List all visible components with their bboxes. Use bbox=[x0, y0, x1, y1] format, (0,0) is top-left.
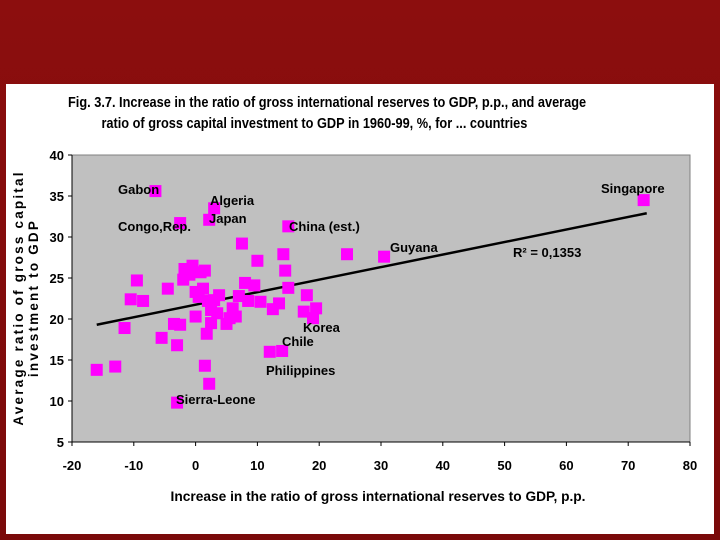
y-tick-label: 15 bbox=[50, 353, 64, 368]
y-tick-label: 20 bbox=[50, 312, 64, 327]
data-point bbox=[130, 274, 143, 287]
data-point bbox=[183, 268, 196, 281]
y-axis-label-line-2: investment to GDP bbox=[26, 219, 41, 377]
y-tick-label: 30 bbox=[50, 230, 64, 245]
x-tick-label: 10 bbox=[250, 458, 264, 473]
data-point bbox=[211, 307, 224, 320]
r-squared-label: R² = 0,1353 bbox=[513, 245, 581, 260]
x-tick-label: 60 bbox=[559, 458, 573, 473]
data-point bbox=[232, 290, 245, 303]
data-point bbox=[242, 294, 255, 307]
data-point bbox=[171, 396, 184, 409]
data-point bbox=[300, 289, 313, 302]
data-point bbox=[282, 220, 295, 233]
label-japan: Japan bbox=[209, 211, 247, 226]
x-tick-label: 80 bbox=[683, 458, 697, 473]
label-singapore: Singapore bbox=[601, 181, 665, 196]
y-tick-label: 35 bbox=[50, 189, 64, 204]
y-tick-label: 5 bbox=[57, 435, 64, 450]
label-korea: Korea bbox=[303, 320, 341, 335]
data-point bbox=[279, 264, 292, 277]
x-tick-label: -10 bbox=[124, 458, 143, 473]
x-tick-label: 30 bbox=[374, 458, 388, 473]
label-chile: Chile bbox=[282, 334, 314, 349]
data-point bbox=[90, 363, 103, 376]
x-tick-label: 20 bbox=[312, 458, 326, 473]
x-tick-label: -20 bbox=[63, 458, 82, 473]
data-point bbox=[124, 293, 137, 306]
data-point bbox=[171, 339, 184, 352]
data-points bbox=[90, 185, 650, 409]
figure-title-line-2: ratio of gross capital investment to GDP… bbox=[101, 116, 528, 132]
data-point bbox=[155, 331, 168, 344]
data-point bbox=[277, 248, 290, 261]
label-sierra-leone: Sierra-Leone bbox=[176, 392, 255, 407]
data-point bbox=[208, 202, 221, 215]
data-point bbox=[307, 312, 320, 325]
figure-title: Fig. 3.7. Increase in the ratio of gross… bbox=[68, 93, 587, 135]
data-point bbox=[137, 294, 150, 307]
x-tick-label: 70 bbox=[621, 458, 635, 473]
x-tick-label: 50 bbox=[497, 458, 511, 473]
data-point bbox=[189, 310, 202, 323]
data-point bbox=[263, 345, 276, 358]
label-china: China (est.) bbox=[289, 219, 360, 234]
data-point bbox=[205, 317, 218, 330]
data-point bbox=[198, 359, 211, 372]
label-algeria: Algeria bbox=[210, 193, 255, 208]
plot-area bbox=[71, 154, 691, 443]
y-tick-label: 25 bbox=[50, 271, 64, 286]
label-congo: Congo,Rep. bbox=[118, 219, 191, 234]
data-point bbox=[161, 282, 174, 295]
x-axis-label: Increase in the ratio of gross internati… bbox=[171, 489, 586, 504]
data-point bbox=[341, 248, 354, 261]
data-point bbox=[276, 344, 289, 357]
y-tick-label: 40 bbox=[50, 148, 64, 163]
data-point bbox=[109, 360, 122, 373]
data-point bbox=[203, 377, 216, 390]
axis-ticks: 5 10 15 20 25 30 35 40 -20 -10 0 10 20 30 40 50 60 70 80 bbox=[50, 148, 698, 473]
data-point bbox=[213, 289, 226, 302]
data-point bbox=[198, 264, 211, 277]
data-point bbox=[637, 194, 650, 207]
data-point bbox=[251, 254, 264, 267]
label-philippines: Philippines bbox=[266, 363, 335, 378]
data-point bbox=[254, 295, 267, 308]
data-point bbox=[174, 217, 187, 230]
data-point bbox=[149, 185, 162, 198]
data-point bbox=[248, 279, 261, 292]
data-point bbox=[282, 281, 295, 294]
figure-title-line-1: Fig. 3.7. Increase in the ratio of gross… bbox=[68, 95, 587, 111]
x-tick-label: 0 bbox=[192, 458, 199, 473]
trendline bbox=[96, 211, 647, 326]
data-point bbox=[297, 305, 310, 318]
data-point bbox=[310, 302, 323, 315]
data-point bbox=[174, 318, 187, 331]
y-tick-label: 10 bbox=[50, 394, 64, 409]
data-point bbox=[200, 327, 213, 340]
data-point bbox=[239, 276, 252, 289]
label-gabon: Gabon bbox=[118, 182, 159, 197]
point-annotations: Gabon Algeria Japan Congo,Rep. China (es… bbox=[118, 181, 665, 407]
y-axis-label-line-1: Average ratio of gross capital bbox=[11, 170, 26, 425]
x-tick-label: 40 bbox=[436, 458, 450, 473]
data-point bbox=[118, 322, 131, 335]
data-point bbox=[235, 237, 248, 250]
data-point bbox=[229, 310, 242, 323]
data-point bbox=[203, 213, 216, 226]
data-point bbox=[273, 297, 286, 310]
data-point bbox=[197, 282, 210, 295]
data-point bbox=[378, 250, 391, 263]
label-guyana: Guyana bbox=[390, 240, 438, 255]
